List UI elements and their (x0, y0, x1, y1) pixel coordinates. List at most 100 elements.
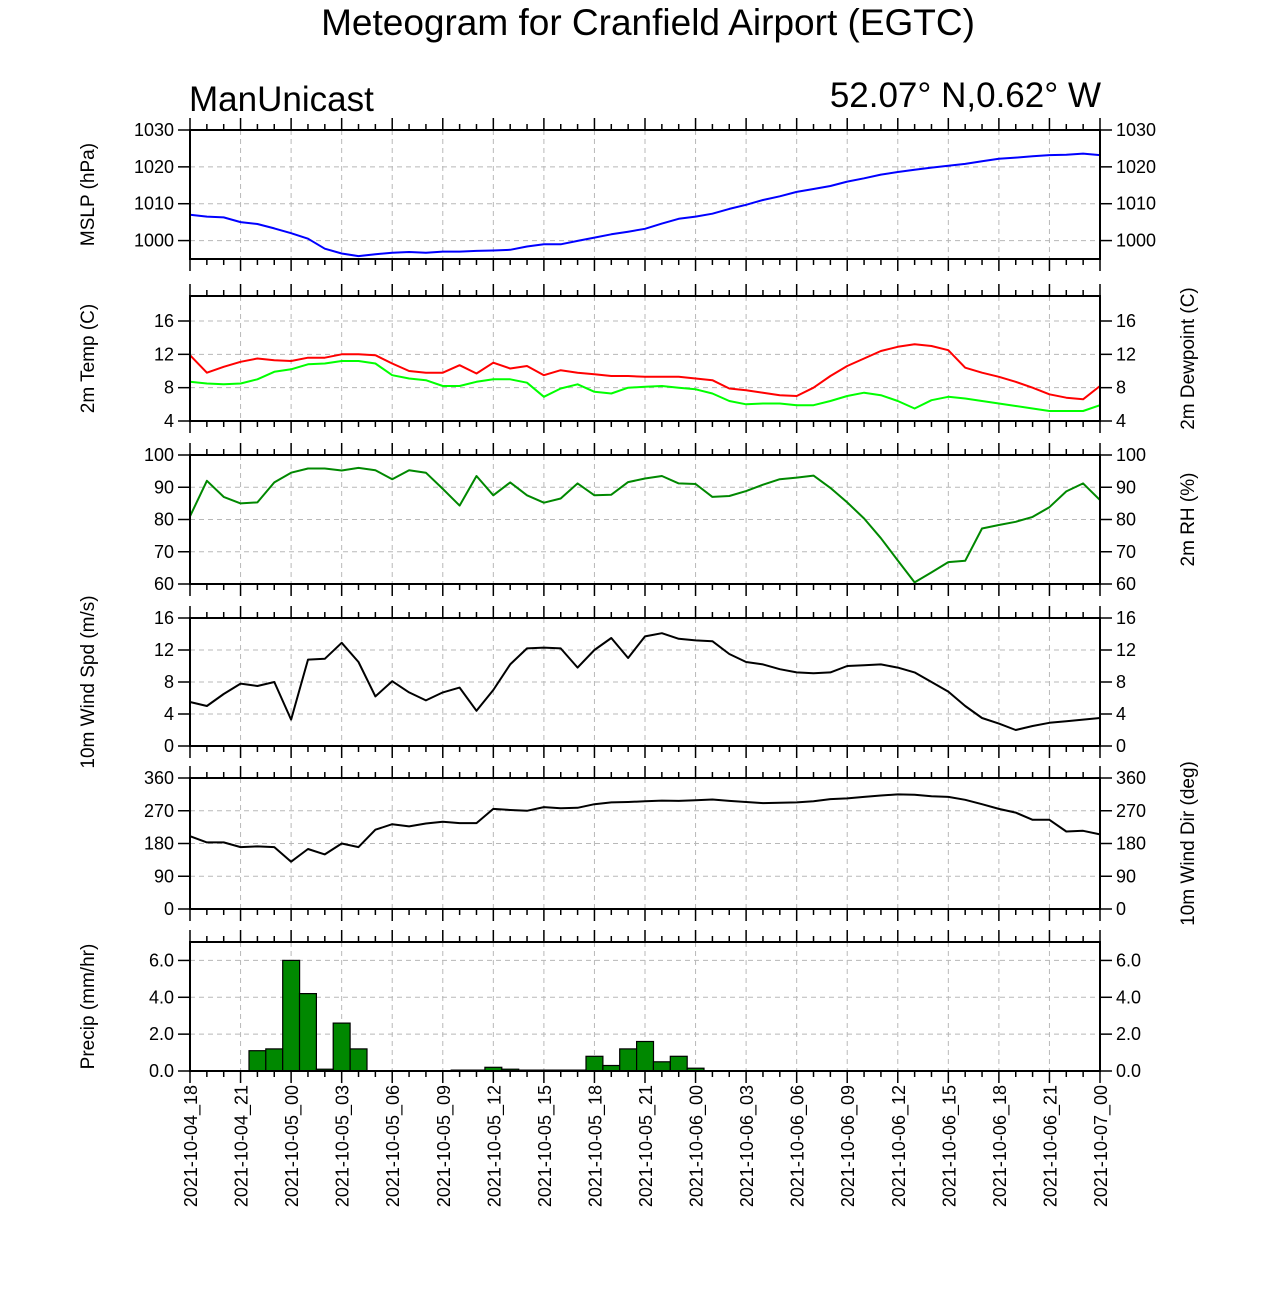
panel-precip: 0.0 0.0 2.0 2.0 4.0 4.0 6.0 6.0 Precip (mm/hr) (78, 930, 1141, 1083)
precip-ylabel-left: Precip (mm/hr) (78, 944, 99, 1070)
y-tick-label-left: 90 (154, 866, 174, 886)
y-tick-label-left: 8 (164, 672, 174, 692)
y-tick-label-left: 16 (154, 608, 174, 628)
y-tick-label-left: 1020 (134, 157, 174, 177)
precip-bar (332, 1022, 351, 1072)
x-tick-label: 2021-10-05_03 (333, 1085, 354, 1207)
precip-bar (248, 1050, 267, 1072)
y-tick-label-left: 8 (164, 378, 174, 398)
wspd-ylabel-left: 10m Wind Spd (m/s) (78, 595, 99, 768)
panel-wspd: 0 0 4 4 8 8 12 12 16 16 10m Wind Spd (m/s) (78, 595, 1136, 768)
mslp-ylabel-left: MSLP (hPa) (78, 143, 99, 246)
x-tick-label: 2021-10-06_15 (939, 1085, 960, 1207)
panel-rh: 60 60 70 70 80 80 90 90 100 100 2m RH (%) (144, 443, 1199, 596)
location-label: 52.07° N,0.62° W (829, 76, 1101, 115)
precip-bar (652, 1061, 671, 1072)
y-tick-label-right: 0 (1116, 736, 1126, 756)
x-tick-label: 2021-10-05_00 (282, 1085, 303, 1207)
y-tick-label-left: 0 (164, 899, 174, 919)
precip-bar (298, 992, 317, 1072)
y-tick-label-right: 8 (1116, 378, 1126, 398)
x-tick-label: 2021-10-07_00 (1091, 1085, 1112, 1207)
y-tick-label-right: 70 (1116, 542, 1136, 562)
y-tick-label-right: 270 (1116, 801, 1146, 821)
y-tick-label-left: 90 (154, 477, 174, 497)
x-tick-label: 2021-10-06_21 (1040, 1085, 1061, 1207)
chart-title: Meteogram for Cranfield Airport (EGTC) (321, 2, 975, 43)
panel-temp: 4 4 8 8 12 12 16 16 2m Temp (C) 2m Dewpoint (C) (78, 284, 1199, 433)
y-tick-label-right: 90 (1116, 477, 1136, 497)
y-tick-label-right: 4 (1116, 411, 1126, 431)
y-tick-label-left: 0 (164, 736, 174, 756)
y-tick-label-left: 16 (154, 311, 174, 331)
y-tick-label-right: 0.0 (1116, 1061, 1141, 1081)
y-tick-label-left: 4 (164, 411, 174, 431)
y-tick-label-right: 360 (1116, 768, 1146, 788)
y-tick-label-right: 12 (1116, 640, 1136, 660)
temp-line-0 (189, 343, 1101, 401)
y-tick-label-left: 12 (154, 640, 174, 660)
temp-line-1 (189, 360, 1101, 412)
y-tick-label-right: 80 (1116, 510, 1136, 530)
y-tick-label-right: 60 (1116, 574, 1136, 594)
y-tick-label-left: 180 (144, 834, 174, 854)
y-tick-label-right: 4.0 (1116, 987, 1141, 1007)
y-tick-label-left: 1000 (134, 231, 174, 251)
y-tick-label-right: 1000 (1116, 231, 1156, 251)
y-tick-label-left: 270 (144, 801, 174, 821)
y-tick-label-right: 0 (1116, 899, 1126, 919)
time-axis: 2021-10-04_18 2021-10-04_21 2021-10-05_00 2… (181, 1085, 1112, 1207)
precip-bar (619, 1048, 638, 1072)
y-tick-label-left: 0.0 (149, 1061, 174, 1081)
y-tick-label-left: 4 (164, 704, 174, 724)
y-tick-label-right: 8 (1116, 672, 1126, 692)
y-tick-label-left: 60 (154, 574, 174, 594)
y-tick-label-right: 100 (1116, 445, 1146, 465)
x-tick-label: 2021-10-05_15 (535, 1085, 556, 1207)
y-tick-label-left: 1010 (134, 194, 174, 214)
x-tick-label: 2021-10-06_18 (990, 1085, 1011, 1207)
panel-mslp: 1000 1000 1010 1010 1020 1020 1030 1030 MSLP (hP… (78, 118, 1156, 271)
wspd-line-0 (189, 632, 1101, 731)
wdir-ylabel-right: 10m Wind Dir (deg) (1178, 761, 1199, 926)
y-tick-label-right: 16 (1116, 311, 1136, 331)
y-tick-label-right: 1030 (1116, 120, 1156, 140)
y-tick-label-right: 1020 (1116, 157, 1156, 177)
y-tick-label-left: 360 (144, 768, 174, 788)
y-tick-label-left: 70 (154, 542, 174, 562)
y-tick-label-right: 1010 (1116, 194, 1156, 214)
x-tick-label: 2021-10-05_12 (484, 1085, 505, 1207)
x-tick-label: 2021-10-06_03 (737, 1085, 758, 1207)
x-tick-label: 2021-10-06_06 (788, 1085, 809, 1207)
x-tick-label: 2021-10-05_06 (383, 1085, 404, 1207)
wdir-line-0 (189, 793, 1101, 863)
temp-ylabel-left: 2m Temp (C) (78, 304, 99, 413)
x-tick-label: 2021-10-06_00 (687, 1085, 708, 1207)
x-tick-label: 2021-10-05_21 (636, 1085, 657, 1207)
x-tick-label: 2021-10-05_18 (585, 1085, 606, 1207)
x-tick-label: 2021-10-06_09 (838, 1085, 859, 1207)
x-tick-label: 2021-10-04_18 (181, 1085, 202, 1207)
x-tick-label: 2021-10-04_21 (232, 1085, 253, 1207)
y-tick-label-left: 80 (154, 510, 174, 530)
y-tick-label-right: 2.0 (1116, 1024, 1141, 1044)
x-tick-label: 2021-10-06_12 (889, 1085, 910, 1207)
y-tick-label-right: 12 (1116, 344, 1136, 364)
y-tick-label-right: 4 (1116, 704, 1126, 724)
precip-bar (282, 959, 301, 1072)
rh-line-0 (189, 466, 1101, 584)
y-tick-label-left: 6.0 (149, 950, 174, 970)
y-tick-label-left: 12 (154, 344, 174, 364)
temp-ylabel-right: 2m Dewpoint (C) (1178, 287, 1199, 430)
mslp-line-0 (189, 152, 1101, 258)
model-label: ManUnicast (189, 80, 374, 119)
rh-ylabel-right: 2m RH (%) (1178, 473, 1199, 567)
precip-bar (585, 1055, 604, 1072)
x-tick-label: 2021-10-05_09 (434, 1085, 455, 1207)
y-tick-label-right: 6.0 (1116, 950, 1141, 970)
y-tick-label-left: 4.0 (149, 987, 174, 1007)
y-tick-label-left: 100 (144, 445, 174, 465)
panel-wdir: 0 0 90 90 180 180 270 270 360 360 10m Wind Dir (de… (144, 761, 1199, 926)
